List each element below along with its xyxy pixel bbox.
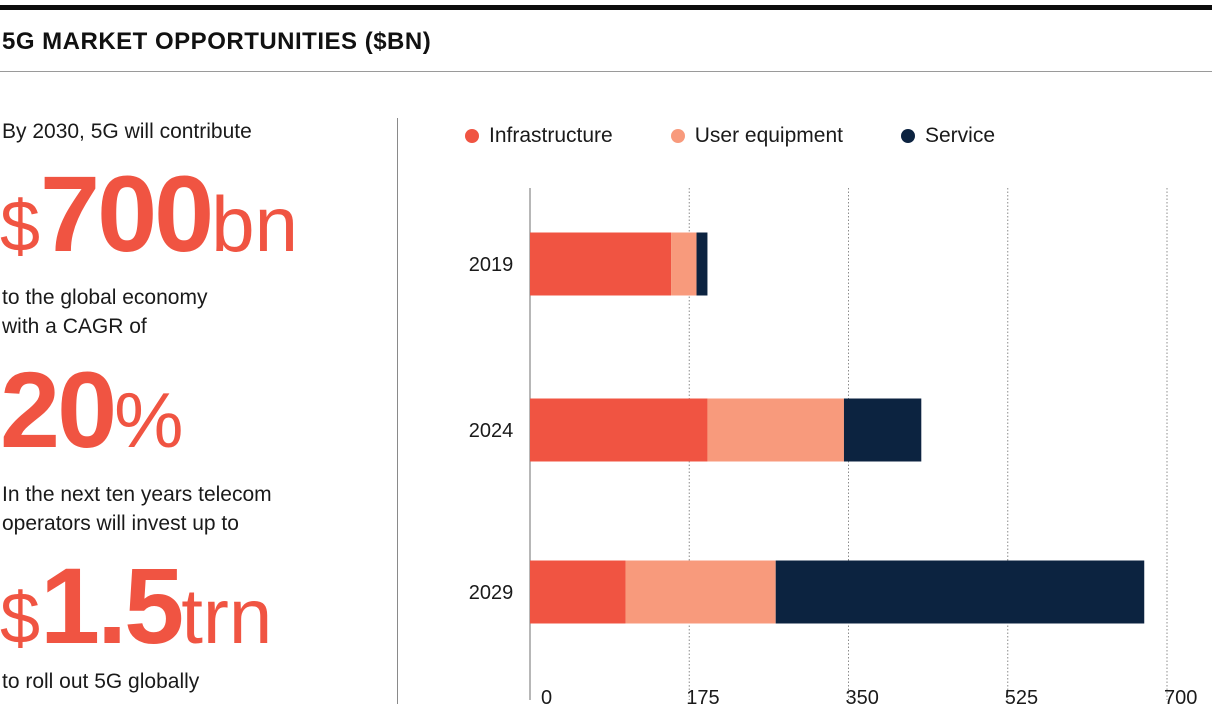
legend-swatch-user-equipment — [670, 129, 685, 143]
stat-700bn-unit: bn — [211, 180, 299, 268]
legend-swatch-service — [900, 129, 915, 143]
invest-text-line2: operators will invest up to — [2, 512, 239, 535]
column-divider — [397, 118, 398, 704]
stat-700bn: $700bn — [0, 160, 298, 268]
stat-20-percent: 20% — [0, 356, 184, 464]
stats-panel: By 2030, 5G will contribute $700bn to th… — [0, 0, 380, 712]
bar-2029-service — [775, 560, 1145, 624]
stat-700bn-value: 700 — [40, 153, 214, 274]
stat-20-value: 20 — [0, 349, 117, 470]
x-tick-label-175: 175 — [686, 687, 719, 709]
bar-2024-infrastructure — [530, 398, 708, 462]
x-tick-label-350: 350 — [846, 687, 879, 709]
rollout-text: to roll out 5G globally — [2, 670, 200, 693]
legend-item-service: Service — [900, 124, 995, 148]
stat-700bn-symbol: $ — [0, 187, 41, 267]
x-tick-label-700: 700 — [1164, 687, 1197, 709]
category-label-2024: 2024 — [469, 420, 514, 442]
top-rule — [0, 5, 1212, 10]
bar-2019-service — [696, 232, 708, 296]
stat-1-5trn-symbol: $ — [0, 579, 41, 659]
bar-2029-user-equipment — [625, 560, 776, 624]
x-tick-label-525: 525 — [1005, 687, 1038, 709]
legend-swatch-infrastructure — [465, 129, 479, 143]
stat-1-5trn: $1.5trn — [0, 552, 272, 660]
category-label-2019: 2019 — [469, 254, 514, 276]
legend-item-infrastructure: Infrastructure — [465, 124, 613, 148]
chart-legend: Infrastructure User equipment Service — [465, 121, 995, 151]
bar-2024-service — [843, 398, 922, 462]
category-label-2029: 2029 — [469, 582, 514, 604]
bar-2029-infrastructure — [530, 560, 626, 624]
invest-text-line1: In the next ten years telecom — [2, 483, 272, 506]
x-tick-label-0: 0 — [541, 687, 552, 709]
legend-label-infrastructure: Infrastructure — [489, 124, 613, 147]
bar-2019-user-equipment — [671, 232, 697, 296]
economy-text-line1: to the global economy — [2, 286, 208, 309]
stat-1-5trn-value: 1.5 — [40, 545, 184, 666]
legend-label-service: Service — [924, 124, 995, 147]
legend-item-user-equipment: User equipment — [670, 124, 843, 148]
intro-text: By 2030, 5G will contribute — [2, 120, 252, 143]
bar-2019-infrastructure — [530, 232, 672, 296]
stat-1-5trn-unit: trn — [181, 572, 273, 660]
stat-20-unit: % — [114, 376, 184, 464]
page-title: 5G MARKET OPPORTUNITIES ($BN) — [2, 28, 432, 55]
legend-label-user-equipment: User equipment — [694, 124, 843, 147]
bar-2024-user-equipment — [707, 398, 844, 462]
title-rule — [0, 71, 1212, 72]
economy-text-line2: with a CAGR of — [2, 315, 147, 338]
